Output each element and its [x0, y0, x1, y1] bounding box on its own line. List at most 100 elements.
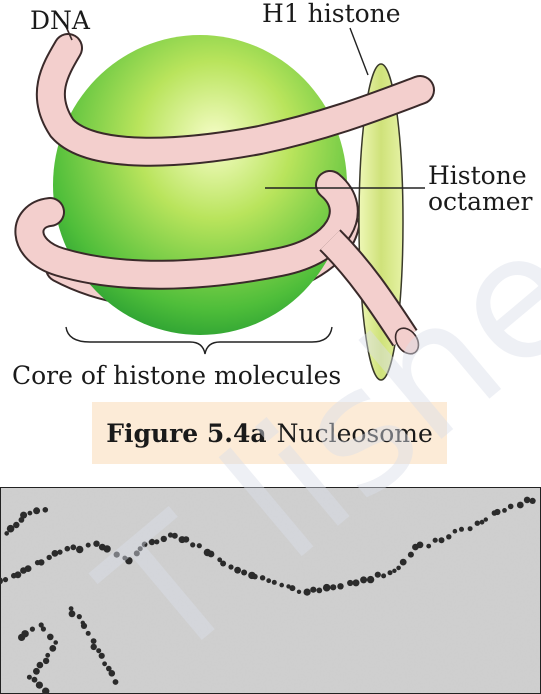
nucleosome-bead [6, 524, 15, 533]
nucleosome-bead [160, 535, 167, 543]
nucleosome-bead [322, 583, 331, 592]
nucleosome-bead [47, 633, 54, 641]
nucleosome-bead [217, 557, 223, 563]
nucleosome-bead [20, 511, 28, 519]
nucleosome-bead [303, 588, 311, 596]
nucleosome-bead [207, 550, 215, 558]
nucleosome-bead [438, 537, 445, 544]
nucleosome-bead [196, 543, 202, 549]
nucleosome-bead [33, 507, 41, 515]
nucleosome-bead [271, 579, 277, 585]
nucleosome-bead [98, 652, 105, 659]
nucleosome-bead [352, 579, 360, 587]
nucleosome-bead [154, 539, 160, 545]
nucleosome-bead [4, 531, 9, 536]
nucleosome-bead [76, 614, 82, 620]
nucleosome-bead [234, 566, 242, 574]
dna-exit-end [394, 327, 420, 355]
nucleosome-bead [483, 517, 488, 522]
nucleosome-bead [53, 640, 58, 645]
nucleosome-bead [407, 551, 414, 558]
nucleosome-bead [502, 508, 507, 513]
nucleosome-bead [399, 558, 407, 566]
nucleosome-bead [80, 622, 88, 629]
nucleosome-bead [467, 526, 473, 532]
nucleosome-bead [125, 557, 133, 565]
nucleosome-bead [446, 534, 452, 540]
nucleosome-bead [106, 665, 112, 672]
nucleosome-bead [387, 570, 393, 576]
nucleosome-bead [76, 545, 84, 554]
nucleosome-bead [182, 536, 190, 543]
nucleosome-bead [96, 648, 102, 654]
nucleosome-bead [374, 571, 381, 578]
figure-title: Nucleosome [276, 418, 433, 448]
nucleosome-bead [529, 497, 536, 504]
dna-entry-strand [63, 21, 73, 41]
nucleosome-bead [296, 589, 302, 594]
nucleosome-bead [70, 544, 77, 551]
nucleosome-diagram [14, 21, 435, 381]
nucleosome-bead [57, 549, 63, 555]
nucleosome-bead [35, 681, 44, 689]
nucleosome-bead [392, 568, 397, 573]
nucleosome-bead [113, 551, 120, 558]
histone-octamer-sphere [53, 35, 347, 335]
nucleosome-bead [396, 565, 401, 571]
nucleosome-bead [141, 541, 148, 548]
nucleosome-bead [148, 538, 156, 546]
nucleosome-bead [102, 661, 107, 667]
nucleosome-bead [330, 584, 337, 591]
nucleosome-bead [516, 501, 524, 509]
nucleosome-bead [432, 537, 438, 543]
nucleosome-bead [252, 573, 258, 580]
nucleosome-bead [14, 571, 22, 579]
nucleosome-bead [51, 550, 59, 557]
nucleosome-bead [31, 676, 38, 683]
nucleosome-bead [42, 657, 50, 665]
nucleosome-bead [337, 583, 344, 590]
nucleosome-bead [494, 508, 501, 516]
nucleosome-bead [29, 626, 35, 632]
nucleosome-bead [36, 661, 44, 669]
nucleosome-bead [68, 610, 76, 618]
nucleosome-bead [479, 519, 485, 525]
core-label: Core of histone molecules [12, 361, 342, 390]
histone-octamer-label-line1: Histone [428, 161, 527, 190]
nucleosome-bead [13, 521, 20, 529]
nucleosome-bead [523, 496, 531, 504]
chromatin-fiber-beads [0, 496, 536, 694]
electron-micrograph [0, 487, 541, 694]
nucleosome-bead [21, 630, 29, 638]
nucleosome-bead [310, 586, 317, 593]
nucleosome-bead [49, 645, 57, 652]
nucleosome-bead [33, 667, 40, 675]
nucleosome-bead [347, 579, 354, 587]
nucleosome-bead [452, 528, 458, 534]
nucleosome-bead [228, 564, 234, 570]
nucleosome-bead [426, 543, 432, 549]
h1-histone-label: H1 histone [262, 0, 401, 28]
nucleosome-bead [68, 606, 74, 611]
core-bracket [65, 326, 333, 355]
dna-label: DNA [30, 6, 90, 35]
nucleosome-bead [137, 546, 143, 552]
nucleosome-bead [103, 545, 111, 553]
nucleosome-bead [64, 545, 71, 552]
figure-number: Figure 5.4a [106, 418, 267, 448]
nucleosome-bead [381, 573, 387, 579]
histone-octamer-label-line2: octamer [428, 187, 533, 216]
nucleosome-bead [366, 575, 375, 584]
h1-leader-line [349, 27, 369, 76]
nucleosome-bead [289, 585, 296, 592]
nucleosome-bead [93, 540, 100, 547]
nucleosome-bead [90, 643, 97, 651]
nucleosome-bead [266, 578, 272, 584]
nucleosome-bead [38, 559, 45, 566]
figure-caption: Figure 5.4a Nucleosome [92, 402, 447, 464]
nucleosome-bead [167, 532, 174, 538]
nucleosome-bead [316, 587, 323, 594]
nucleosome-bead [42, 687, 50, 694]
nucleosome-bead [0, 577, 3, 585]
